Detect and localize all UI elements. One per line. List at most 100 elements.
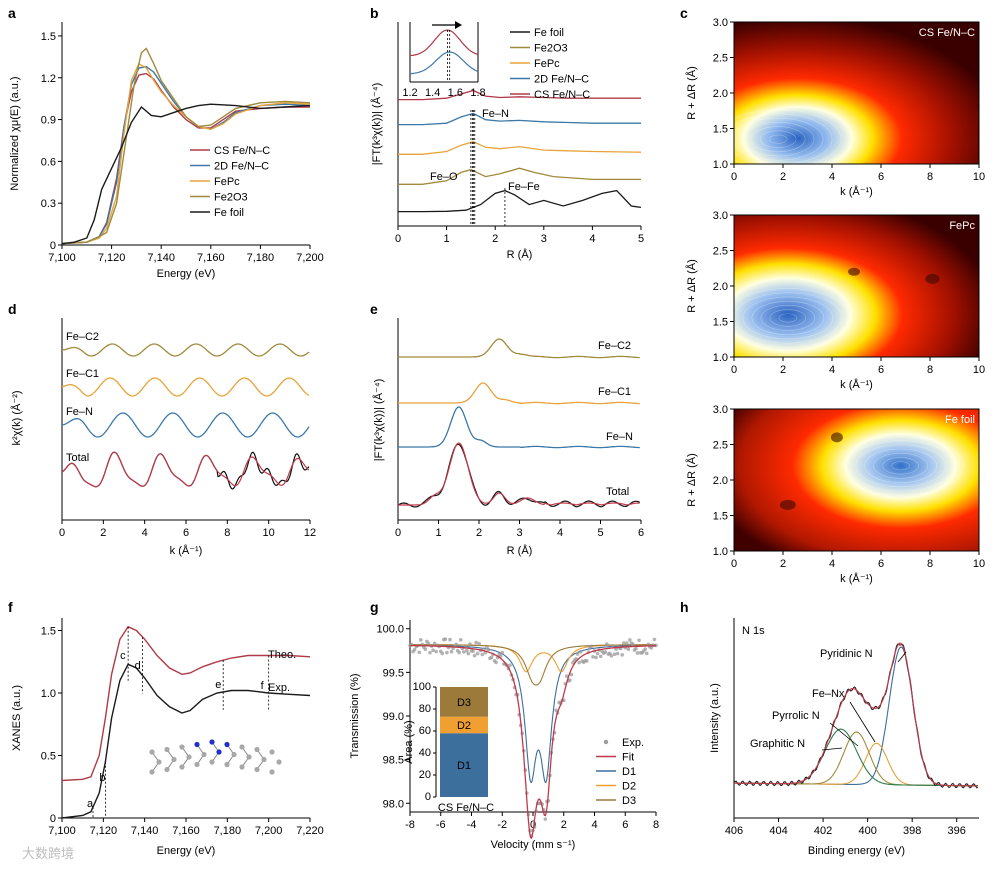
panel-c-y-tick-label: 3.0 xyxy=(713,210,728,222)
panel-c-side-lobe xyxy=(830,432,843,443)
panel-g-exp-point xyxy=(565,674,569,679)
panel-f-x-tick-label: 7,120 xyxy=(90,825,118,837)
panel-d-component-label: Fe–C1 xyxy=(66,368,99,380)
panel-g-exp-point xyxy=(423,647,428,652)
panel-g-exp-point xyxy=(569,672,574,677)
panel-f-y-label: XANES (a.u.) xyxy=(11,685,23,751)
panel-c-contour xyxy=(751,300,825,336)
panel-g-exp-point xyxy=(486,647,491,652)
panel-g-exp-point xyxy=(615,651,620,656)
panel-f-feature-label: f xyxy=(261,680,265,692)
panel-e-x-tick-label: 5 xyxy=(597,527,603,539)
panel-h-annotation-arrow xyxy=(897,651,907,663)
panel-a-series-line-3 xyxy=(61,47,311,245)
panel-c-y-tick-label: 3.0 xyxy=(713,17,728,29)
panel-c-y-tick-label: 2.5 xyxy=(713,440,728,452)
panel-c-contour xyxy=(855,444,946,488)
panel-d-x-tick-label: 4 xyxy=(142,527,148,539)
panel-g-exp-point xyxy=(431,648,435,653)
panel-g-exp-point xyxy=(458,638,463,642)
panel-e-total-exp-line xyxy=(397,443,641,508)
panel-d-y-label: k²χ(k) (Å⁻²) xyxy=(10,391,23,446)
panel-b-annotation-fe-o: Fe–O xyxy=(430,171,458,183)
panel-b-x-tick-label: 0 xyxy=(395,233,401,245)
panel-d-total-label: Total xyxy=(66,452,89,464)
panel-g-legend-label: D3 xyxy=(622,795,636,807)
panel-c-y-label: R + ΔR (Å) xyxy=(685,453,698,507)
panel-a-legend-label: 2D Fe/N–C xyxy=(214,161,269,173)
panel-f-xanes-theory-chart: 7,100 7,120 7,140 7,160 7,180 7,200 7,220 0 0.5 1… xyxy=(11,618,324,857)
panel-f-feature-label: d xyxy=(135,660,141,672)
panel-a-x-tick-label: 7,140 xyxy=(147,252,175,264)
panel-g-exp-point xyxy=(417,650,422,655)
panel-g-exp-point xyxy=(628,638,632,642)
panel-e-x-tick-label: 3 xyxy=(516,527,522,539)
panel-g-exp-point xyxy=(620,653,624,657)
panel-g-exp-point xyxy=(418,637,423,642)
panel-c-side-lobe xyxy=(848,267,861,276)
panel-f-exp-label: Exp. xyxy=(268,682,290,694)
panel-c-y-tick-label: 3.0 xyxy=(713,404,728,416)
panel-c-contour xyxy=(768,134,788,144)
panel-g-x-tick-label: 4 xyxy=(591,819,597,831)
panel-c-x-label: k (Å⁻¹) xyxy=(840,572,873,585)
panel-g-exp-point xyxy=(575,652,580,656)
panel-c-map-label: Fe foil xyxy=(945,414,975,426)
panel-d-x-tick-label: 0 xyxy=(59,527,65,539)
panel-g-exp-point xyxy=(624,641,629,645)
panel-label-e: e xyxy=(370,301,378,317)
panel-g-x-tick-label: 2 xyxy=(561,819,567,831)
panel-f-molecule-atom xyxy=(209,739,215,745)
panel-d-component-line-0 xyxy=(61,343,310,357)
panel-g-exp-point xyxy=(440,651,445,656)
panel-h-y-label: Intensity (a.u.) xyxy=(709,683,721,753)
panel-g-y-tick-label: 100.0 xyxy=(376,624,404,636)
panel-a-y-tick-label: 1.2 xyxy=(41,73,56,85)
panel-g-exp-point xyxy=(454,642,458,647)
panel-c-contour xyxy=(750,126,806,153)
panel-g-y-tick-label: 98.0 xyxy=(383,798,404,810)
panel-e-x-tick-label: 4 xyxy=(557,527,563,539)
panel-c-x-tick-label: 6 xyxy=(878,171,884,183)
panel-a-legend-label: CS Fe/N–C xyxy=(214,145,270,157)
panel-b-series-line-2 xyxy=(398,141,642,155)
panel-g-exp-point xyxy=(457,650,462,655)
panel-f-molecule-atom xyxy=(149,769,155,775)
panel-a-series-line-1 xyxy=(61,65,311,245)
panel-b-inset-tick-label: 1.6 xyxy=(448,87,463,99)
panel-c-y-tick-label: 2.0 xyxy=(713,281,728,293)
panel-b-x-tick-label: 2 xyxy=(492,233,498,245)
panel-g-exp-point xyxy=(643,647,648,651)
panel-h-x-tick-label: 398 xyxy=(903,825,921,837)
panel-c-contour xyxy=(864,448,937,483)
panel-g-y-label: Transmission (%) xyxy=(349,673,361,758)
panel-a-series-line-0 xyxy=(61,72,310,245)
panel-g-exp-point xyxy=(462,650,466,654)
panel-g-exp-point xyxy=(445,650,449,655)
panel-c-x-tick-label: 8 xyxy=(927,171,933,183)
panel-a-xanes-chart: 7,100 7,120 7,140 7,160 7,180 7,200 0 0.3 0.6 0.9… xyxy=(9,22,324,280)
panel-c-x-tick-label: 0 xyxy=(731,171,737,183)
panel-g-exp-point xyxy=(594,655,598,660)
panel-f-feature-label: a xyxy=(87,798,94,810)
panel-h-annotation-label: Graphitic N xyxy=(750,738,805,750)
panel-c-wavelet-maps: CS Fe/N–C 0 2 4 6 8 10 1.0 1.5 2.0 2.5 3.0 k (Å⁻¹) R … xyxy=(685,17,985,585)
panel-h-annotation-arrow xyxy=(849,701,876,743)
panel-a-series-line-4 xyxy=(61,103,311,245)
panel-c-contour xyxy=(891,461,910,471)
panel-g-inset-bar-label: D3 xyxy=(457,697,471,709)
panel-c-y-tick-label: 1.0 xyxy=(713,546,728,558)
panel-g-inset-y-label: Area (%) xyxy=(403,720,415,763)
panel-f-molecule-atom xyxy=(149,749,155,755)
panel-e-component-label: Fe–N xyxy=(606,431,633,443)
panel-a-series-line-2 xyxy=(61,62,311,245)
panel-e-component-line-2 xyxy=(398,406,640,449)
panel-c-x-tick-label: 4 xyxy=(829,171,835,183)
panel-c-y-tick-label: 1.0 xyxy=(713,159,728,171)
panel-f-molecule-atom xyxy=(276,759,282,765)
panel-g-exp-point xyxy=(568,678,572,683)
panel-f-molecule-atom xyxy=(224,761,230,768)
panel-c-y-label: R + ΔR (Å) xyxy=(685,66,698,120)
panel-c-map-1 xyxy=(733,214,980,358)
panel-g-exp-point xyxy=(652,637,657,642)
